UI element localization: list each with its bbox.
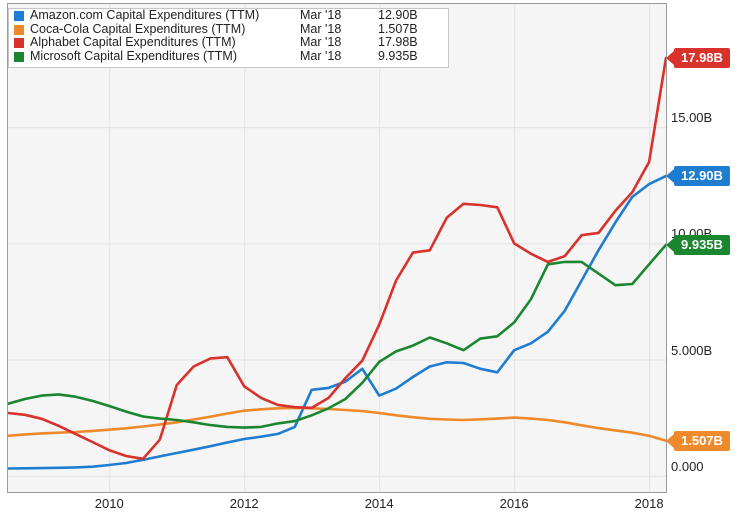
callout-amazon: 12.90B <box>666 165 730 186</box>
callout-arrow-icon <box>666 50 674 65</box>
callout-value: 17.98B <box>674 47 730 68</box>
series-line-amazon <box>8 174 666 470</box>
legend-row-amazon: Amazon.com Capital Expenditures (TTM) Mar… <box>9 8 448 23</box>
legend-series-date: Mar '18 <box>300 21 342 36</box>
legend-swatch-icon <box>14 11 24 21</box>
y-tick-label: 5.000B <box>671 342 713 358</box>
plot-area[interactable] <box>7 3 667 493</box>
plot-canvas <box>8 4 666 492</box>
legend-series-date: Mar '18 <box>300 35 342 49</box>
legend-swatch-icon <box>14 51 24 62</box>
legend-series-date: Mar '18 <box>300 8 342 22</box>
legend-swatch-icon <box>14 24 24 35</box>
x-tick-label: 2014 <box>364 496 394 511</box>
x-tick-label: 2010 <box>94 496 124 511</box>
legend-series-value: 12.90B <box>378 8 418 22</box>
callout-microsoft: 9.935B <box>666 234 730 255</box>
y-tick-label: 15.00B <box>671 110 713 126</box>
legend-series-value: 1.507B <box>378 21 418 36</box>
legend-row-coca-cola: Coca-Cola Capital Expenditures (TTM) Mar … <box>9 21 448 37</box>
legend-series-value: 17.98B <box>378 35 418 49</box>
legend: Amazon.com Capital Expenditures (TTM) Mar… <box>8 8 449 68</box>
callout-coca-cola: 1.507B <box>666 430 730 451</box>
legend-series-value: 9.935B <box>378 48 418 63</box>
legend-series-name: Microsoft Capital Expenditures (TTM) <box>30 48 238 63</box>
x-tick-label: 2016 <box>499 496 529 511</box>
legend-row-microsoft: Microsoft Capital Expenditures (TTM) Mar … <box>9 48 448 64</box>
series-line-alphabet <box>8 56 666 461</box>
callout-arrow-icon <box>666 168 674 183</box>
callout-arrow-icon <box>666 237 674 252</box>
callout-value: 9.935B <box>674 234 730 255</box>
callout-value: 12.90B <box>674 165 730 186</box>
callout-alphabet: 17.98B <box>666 47 730 68</box>
series-line-coca-cola <box>8 406 666 443</box>
x-tick-label: 2012 <box>229 496 259 511</box>
series-line-microsoft <box>8 243 666 429</box>
legend-series-name: Amazon.com Capital Expenditures (TTM) <box>30 8 260 22</box>
callout-arrow-icon <box>666 433 674 448</box>
legend-series-name: Coca-Cola Capital Expenditures (TTM) <box>30 21 246 36</box>
callout-value: 1.507B <box>674 430 730 451</box>
legend-row-alphabet: Alphabet Capital Expenditures (TTM) Mar '… <box>9 35 448 50</box>
legend-series-name: Alphabet Capital Expenditures (TTM) <box>30 35 236 49</box>
y-tick-label: 0.000 <box>671 458 704 474</box>
legend-swatch-icon <box>14 38 24 48</box>
legend-series-date: Mar '18 <box>300 48 342 63</box>
x-tick-label: 2018 <box>634 496 664 511</box>
